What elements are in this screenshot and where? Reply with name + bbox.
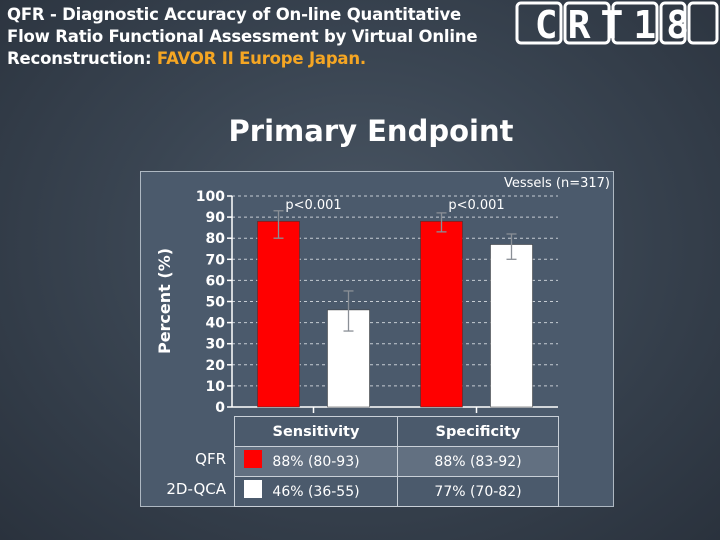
y-tick-label: 50 (206, 295, 226, 311)
y-tick-label: 90 (206, 210, 226, 226)
y-tick-label: 80 (206, 231, 226, 247)
y-tick-label: 40 (206, 316, 226, 332)
p-values: p<0.001 p<0.001 (285, 198, 504, 213)
y-tick-label: 20 (206, 358, 226, 374)
y-tick-label: 0 (215, 400, 225, 416)
y-tick-label: 70 (206, 252, 226, 268)
legend-swatch-2dqca (244, 480, 262, 498)
table-header-specificity: Specificity (397, 416, 559, 447)
logo-text: CRT18 (535, 3, 699, 47)
table-cell: 77% (70-82) (397, 476, 559, 507)
title-highlight: FAVOR II Europe Japan. (156, 49, 366, 68)
slide-title: QFR - Diagnostic Accuracy of On-line Qua… (7, 4, 507, 70)
y-tick-label: 100 (196, 189, 225, 205)
legend-swatch-qfr (244, 450, 262, 468)
vessels-annotation: Vessels (n=317) (504, 176, 610, 191)
table-header-sensitivity: Sensitivity (234, 416, 398, 447)
bar-qfr-specificity (420, 221, 463, 408)
p-value-label: p<0.001 (285, 198, 341, 213)
table-row: 88% (80-93) 88% (83-92) (234, 446, 559, 477)
page-heading: Primary Endpoint (228, 114, 514, 148)
table-cell: 88% (83-92) (397, 446, 559, 477)
table-row: 46% (36-55) 77% (70-82) (234, 476, 559, 507)
legend-label-2dqca: 2D-QCA (166, 480, 226, 498)
bar-chart: 0 10 20 30 40 50 60 70 80 90 100 Percent (%) Vesse… (155, 176, 610, 416)
y-tick-label: 60 (206, 273, 226, 289)
p-value-label: p<0.001 (448, 198, 504, 213)
title-text: QFR - Diagnostic Accuracy of On-line Qua… (7, 5, 478, 68)
y-tick-label: 30 (206, 337, 226, 353)
y-tick-label: 10 (206, 379, 226, 395)
crt-logo: CRT18 (515, 1, 719, 47)
bar-2d-qca-specificity (490, 244, 533, 408)
bars (257, 210, 533, 413)
legend-label-qfr: QFR (195, 450, 226, 468)
legend-table: Sensitivity Specificity 88% (80-93) 88% … (234, 416, 559, 507)
y-axis-label: Percent (%) (155, 248, 174, 354)
bar-qfr-sensitivity (257, 221, 300, 408)
